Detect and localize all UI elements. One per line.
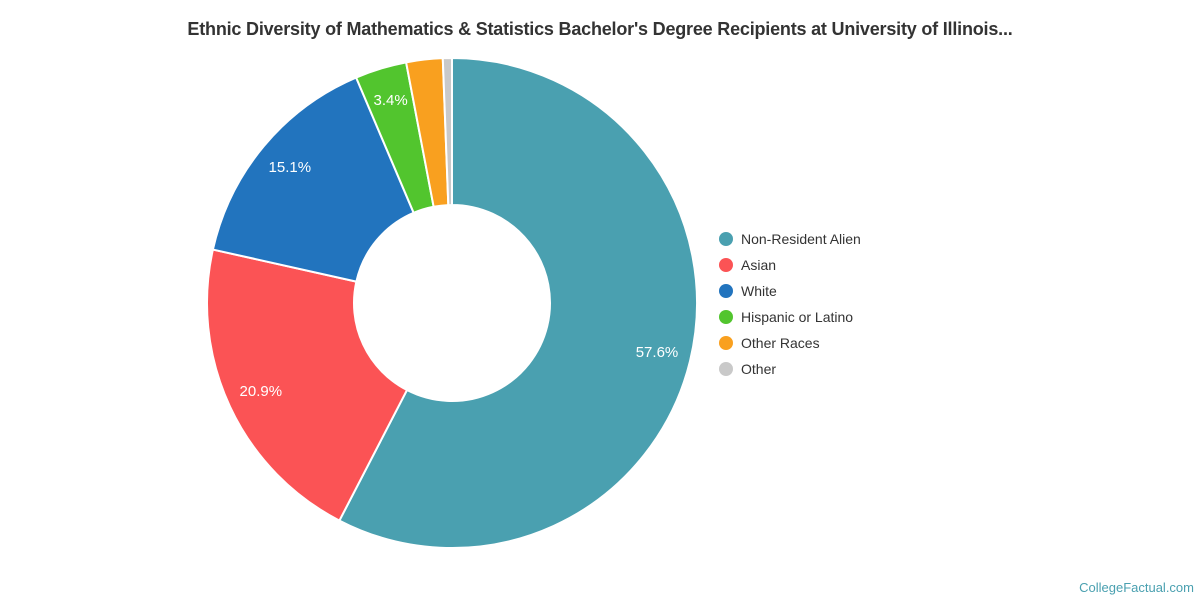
slice-label-white: 15.1%: [269, 159, 312, 176]
legend-item-label: Other: [741, 361, 777, 377]
pie-slice-other[interactable]: [441, 56, 453, 207]
legend-item-non-resident-alien[interactable]: Non-Resident Alien: [719, 226, 861, 252]
legend-item-white[interactable]: White: [719, 278, 861, 304]
legend-item-label: Non-Resident Alien: [741, 231, 861, 247]
legend: Non-Resident Alien Asian White Hispanic or …: [719, 226, 861, 382]
legend-item-hispanic-or-latino[interactable]: Hispanic or Latino: [719, 304, 861, 330]
pie-slice-asian[interactable]: [206, 248, 408, 522]
legend-item-other[interactable]: Other: [719, 356, 861, 382]
slice-label-hispanic-or-latino: 3.4%: [373, 92, 407, 109]
legend-item-label: White: [741, 283, 777, 299]
legend-marker-icon: [719, 310, 733, 324]
slice-label-asian: 20.9%: [240, 383, 283, 400]
legend-item-asian[interactable]: Asian: [719, 252, 861, 278]
legend-marker-icon: [719, 258, 733, 272]
legend-item-label: Hispanic or Latino: [741, 309, 854, 325]
chart-title: Ethnic Diversity of Mathematics & Statis…: [187, 19, 1013, 39]
footer-credit-link[interactable]: CollegeFactual.com: [1079, 580, 1194, 595]
legend-item-label: Other Races: [741, 335, 820, 351]
legend-marker-icon: [719, 284, 733, 298]
legend-marker-icon: [719, 362, 733, 376]
legend-item-label: Asian: [741, 257, 777, 273]
pie-slice-white[interactable]: [211, 76, 415, 283]
legend-marker-icon: [719, 232, 733, 246]
legend-item-other-races[interactable]: Other Races: [719, 330, 861, 356]
slice-label-non-resident-alien: 57.6%: [636, 344, 679, 361]
legend-marker-icon: [719, 336, 733, 350]
pie-slice-non-resident-alien[interactable]: [338, 57, 698, 549]
